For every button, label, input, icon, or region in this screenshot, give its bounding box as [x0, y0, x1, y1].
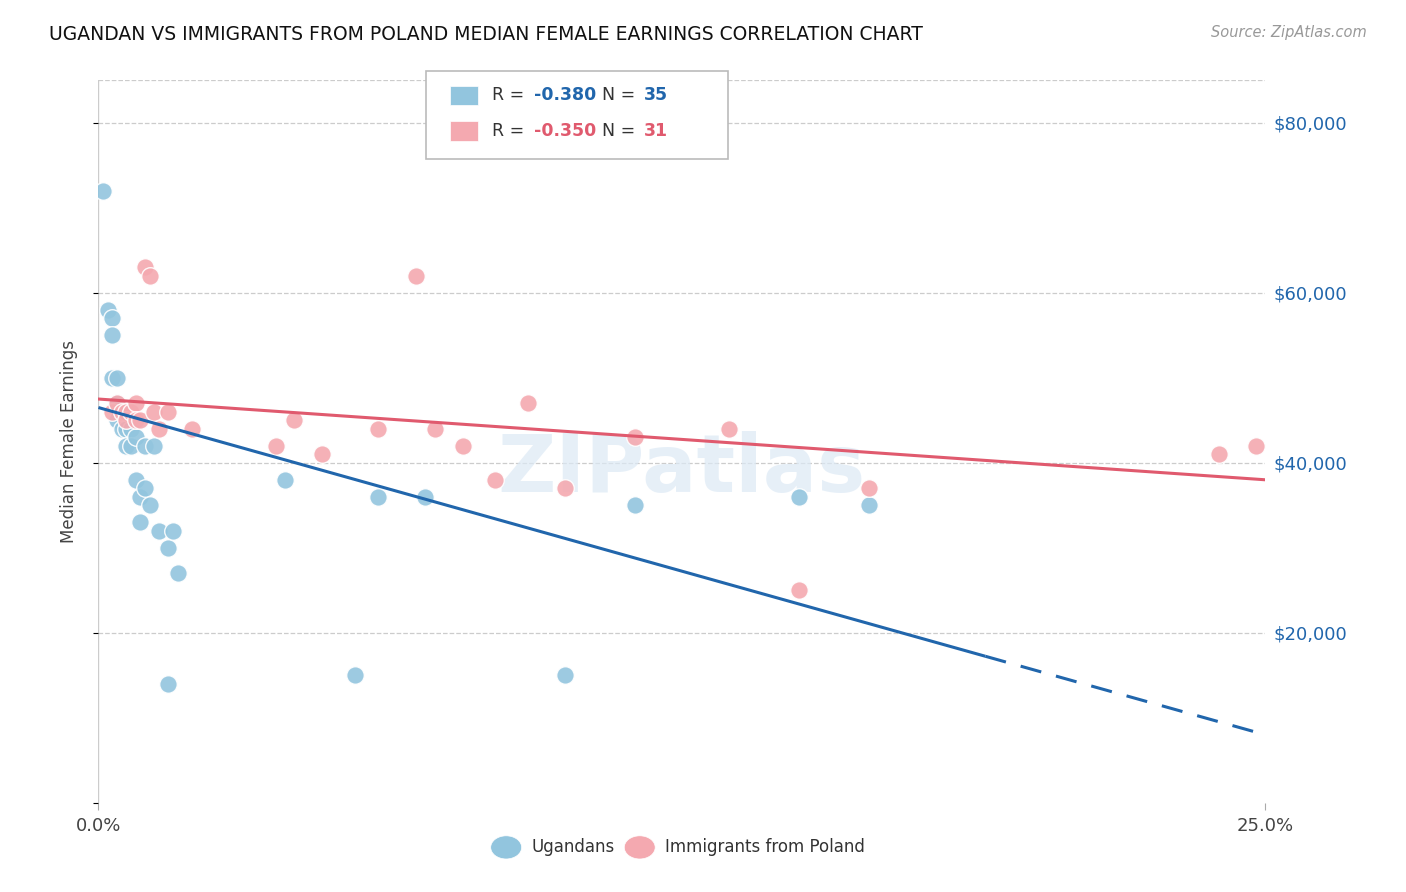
Point [125, 473, 148, 487]
Point [311, 447, 333, 461]
Point [115, 405, 138, 419]
Point [157, 405, 180, 419]
Point [858, 498, 880, 512]
Point [405, 268, 427, 283]
Text: Ugandans: Ugandans [531, 838, 614, 855]
Point [143, 405, 166, 419]
Point [115, 422, 138, 436]
Point [120, 439, 142, 453]
Y-axis label: Median Female Earnings: Median Female Earnings [59, 340, 77, 543]
Point [148, 422, 170, 436]
Point [105, 396, 128, 410]
Text: UGANDAN VS IMMIGRANTS FROM POLAND MEDIAN FEMALE EARNINGS CORRELATION CHART: UGANDAN VS IMMIGRANTS FROM POLAND MEDIAN… [49, 25, 924, 44]
Point [115, 439, 138, 453]
Point [157, 541, 180, 555]
Point [554, 481, 576, 495]
Point [125, 430, 148, 444]
Text: 35: 35 [644, 87, 668, 104]
Text: N =: N = [602, 87, 641, 104]
Text: ZIPatlas: ZIPatlas [498, 432, 866, 509]
Point [624, 498, 647, 512]
Point [858, 481, 880, 495]
Point [624, 430, 647, 444]
Point [367, 490, 389, 504]
Point [101, 311, 124, 326]
Point [120, 422, 142, 436]
Point [423, 422, 446, 436]
Point [1244, 439, 1267, 453]
Point [111, 422, 134, 436]
Point [274, 473, 297, 487]
Point [148, 524, 170, 538]
Point [787, 490, 810, 504]
Point [139, 498, 162, 512]
Point [101, 328, 124, 343]
Text: N =: N = [602, 122, 641, 140]
Point [101, 405, 124, 419]
Point [451, 439, 474, 453]
Point [162, 524, 184, 538]
Point [413, 490, 436, 504]
Point [129, 516, 152, 530]
Point [129, 413, 152, 427]
Point [717, 422, 740, 436]
Point [787, 583, 810, 598]
Point [111, 405, 134, 419]
Point [101, 371, 124, 385]
Point [264, 439, 287, 453]
Point [105, 413, 128, 427]
Text: 31: 31 [644, 122, 668, 140]
Point [157, 677, 180, 691]
Point [134, 439, 156, 453]
Point [129, 490, 152, 504]
Text: Source: ZipAtlas.com: Source: ZipAtlas.com [1211, 25, 1367, 40]
Text: R =: R = [492, 122, 530, 140]
Point [125, 413, 148, 427]
Point [1208, 447, 1230, 461]
Point [111, 405, 134, 419]
Point [344, 668, 367, 682]
Text: -0.380: -0.380 [534, 87, 596, 104]
Text: Immigrants from Poland: Immigrants from Poland [665, 838, 865, 855]
Point [367, 422, 389, 436]
Text: R =: R = [492, 87, 530, 104]
Point [134, 260, 156, 275]
Point [125, 396, 148, 410]
Point [120, 405, 142, 419]
Point [516, 396, 538, 410]
Point [91, 184, 114, 198]
Point [166, 566, 188, 581]
Point [180, 422, 202, 436]
Point [283, 413, 305, 427]
Point [139, 268, 162, 283]
Point [105, 396, 128, 410]
Point [134, 481, 156, 495]
Point [115, 413, 138, 427]
Point [484, 473, 506, 487]
Point [554, 668, 576, 682]
Text: -0.350: -0.350 [534, 122, 596, 140]
Point [143, 439, 166, 453]
Point [105, 371, 128, 385]
Point [97, 302, 120, 317]
